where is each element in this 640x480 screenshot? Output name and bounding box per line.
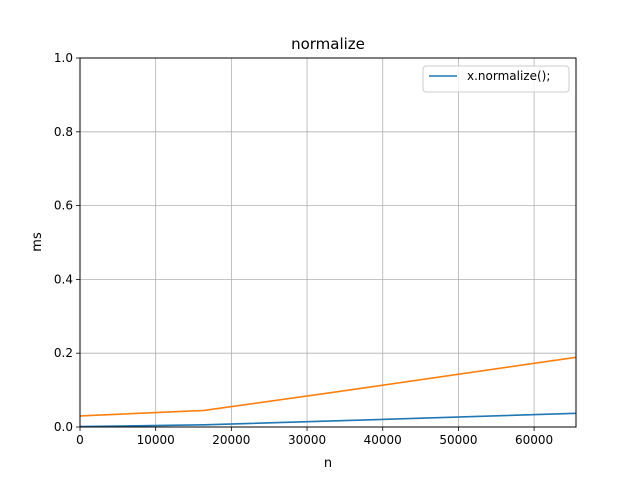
legend-label: x.normalize(); [467, 69, 550, 83]
y-tick-label: 1.0 [54, 51, 73, 65]
y-tick-label: 0.4 [54, 272, 73, 286]
series-line-2 [79, 356, 577, 417]
x-tick-label: 30000 [288, 433, 326, 447]
series-lines [79, 356, 577, 428]
y-axis-label: ms [30, 232, 45, 252]
chart-title: normalize [291, 35, 365, 53]
legend: x.normalize(); [422, 65, 570, 93]
x-tick-label: 20000 [212, 433, 250, 447]
legend-box [422, 65, 570, 93]
x-tick-label: 60000 [515, 433, 553, 447]
x-tick-label: 40000 [364, 433, 402, 447]
y-tick-label: 0.0 [54, 420, 73, 434]
series-line-1 [79, 412, 577, 428]
y-tick-label: 0.2 [54, 346, 73, 360]
x-tick-label: 50000 [439, 433, 477, 447]
plot-frame [79, 57, 577, 428]
x-tick-label: 10000 [137, 433, 175, 447]
axis-ticks: 0 10000 20000 30000 40000 50000 60000 0.0 0.2 0.4… [54, 51, 553, 447]
y-tick-label: 0.8 [54, 125, 73, 139]
x-tick-label: 0 [76, 433, 84, 447]
x-axis-label: n [324, 456, 332, 471]
y-tick-label: 0.6 [54, 199, 73, 213]
